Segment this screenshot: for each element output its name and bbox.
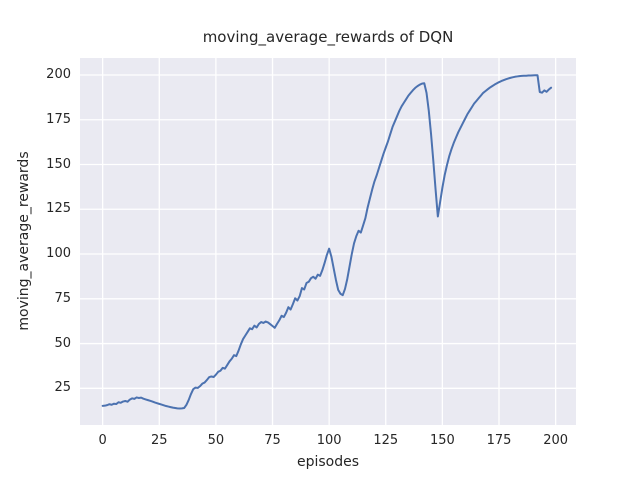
x-tick-label: 25 <box>150 433 168 448</box>
y-tick-label: 200 <box>46 67 71 82</box>
chart-title: moving_average_rewards of DQN <box>202 28 454 46</box>
y-tick-label: 125 <box>46 201 71 217</box>
x-axis-label: episodes <box>296 454 360 470</box>
x-tick-label: 125 <box>373 433 399 448</box>
y-tick-label: 25 <box>54 380 71 396</box>
x-tick-label: 200 <box>543 433 569 448</box>
x-tick-label: 50 <box>207 433 225 448</box>
gridlines <box>80 58 576 425</box>
x-tick-label: 150 <box>429 433 455 448</box>
y-tick-label: 150 <box>46 156 71 172</box>
y-tick-label: 175 <box>46 111 71 127</box>
x-tick-label: 0 <box>98 433 107 448</box>
y-axis-label: moving_average_rewards <box>16 151 32 331</box>
reward-line-series <box>101 74 553 410</box>
y-tick-label: 50 <box>54 335 71 351</box>
plot-area <box>80 58 576 425</box>
x-tick-label: 75 <box>264 433 281 448</box>
y-tick-label: 75 <box>54 290 71 306</box>
x-tick-label: 175 <box>486 433 512 448</box>
plot-canvas <box>80 58 576 425</box>
x-tick-label: 100 <box>316 433 342 448</box>
y-tick-label: 100 <box>46 246 71 262</box>
